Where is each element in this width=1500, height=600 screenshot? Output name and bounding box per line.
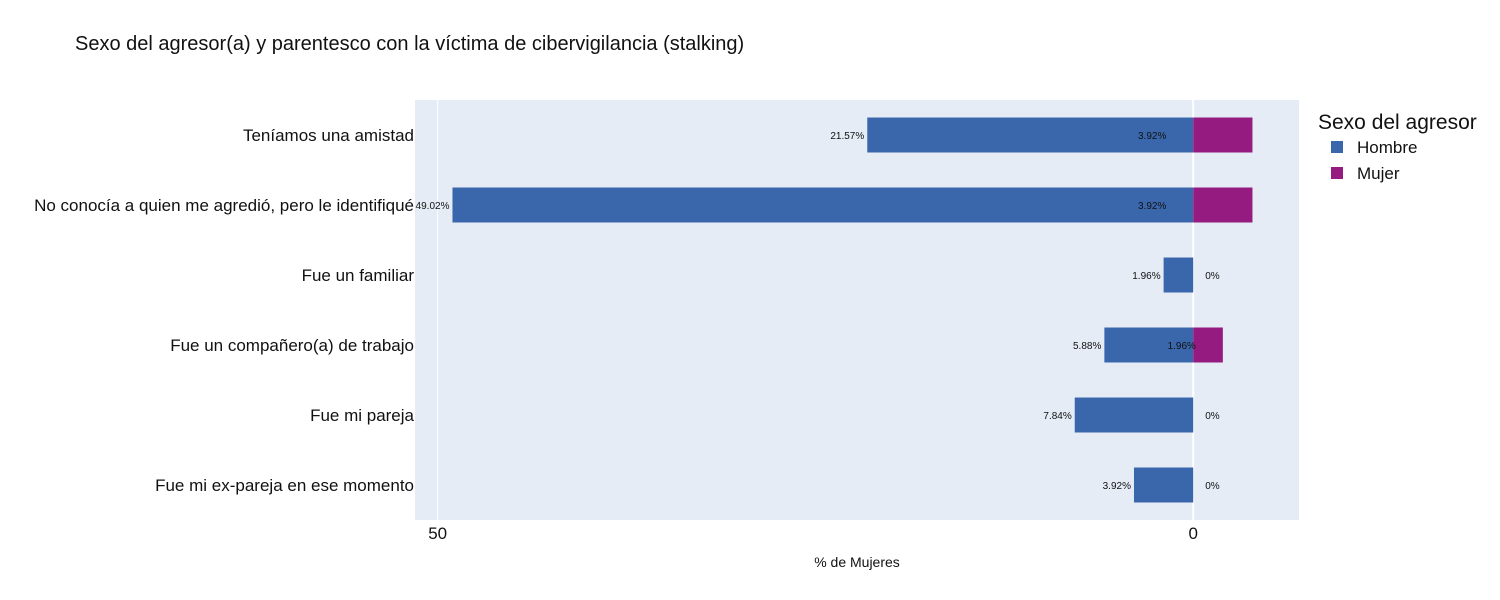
x-tick-labels: 50 0 xyxy=(428,524,1198,543)
legend[interactable]: Sexo del agresor Hombre Mujer xyxy=(1318,111,1477,183)
category-label: Teníamos una amistad xyxy=(243,126,414,145)
bar-hombre[interactable] xyxy=(1133,467,1194,503)
bar-mujer[interactable] xyxy=(1193,327,1223,363)
bar-labels: 21.57% 3.92% 49.02% 3.92% 1.96% 0% 5.88% 1.96% 7… xyxy=(416,131,1220,492)
bars xyxy=(452,117,1253,503)
bar-label-mujer: 0% xyxy=(1205,271,1220,282)
legend-swatch-mujer[interactable] xyxy=(1331,167,1343,179)
bar-label-hombre: 1.96% xyxy=(1132,271,1160,282)
bar-hombre[interactable] xyxy=(1104,327,1194,363)
legend-swatch-hombre[interactable] xyxy=(1331,141,1343,153)
bar-mujer[interactable] xyxy=(1193,117,1253,153)
category-labels: Teníamos una amistad No conocía a quien m… xyxy=(34,126,414,495)
bar-hombre[interactable] xyxy=(1163,257,1194,293)
bar-label-hombre: 3.92% xyxy=(1103,481,1131,492)
legend-label-mujer[interactable]: Mujer xyxy=(1357,164,1400,183)
x-tick-label: 0 xyxy=(1188,524,1197,543)
plot-area xyxy=(415,100,1299,520)
bar-label-mujer: 3.92% xyxy=(1138,131,1166,142)
bar-hombre[interactable] xyxy=(1074,397,1194,433)
category-label: Fue mi ex-pareja en ese momento xyxy=(155,476,414,495)
category-label: Fue mi pareja xyxy=(310,406,414,425)
chart-title: Sexo del agresor(a) y parentesco con la … xyxy=(75,33,744,55)
category-label: Fue un familiar xyxy=(302,266,415,285)
bar-label-mujer: 0% xyxy=(1205,481,1220,492)
bar-label-hombre: 7.84% xyxy=(1043,411,1071,422)
category-label: No conocía a quien me agredió, pero le i… xyxy=(34,196,414,215)
bar-label-hombre: 21.57% xyxy=(830,131,864,142)
bar-mujer[interactable] xyxy=(1193,187,1253,223)
category-label: Fue un compañero(a) de trabajo xyxy=(170,336,414,355)
bar-label-mujer: 3.92% xyxy=(1138,201,1166,212)
legend-label-hombre[interactable]: Hombre xyxy=(1357,138,1417,157)
legend-title: Sexo del agresor xyxy=(1318,111,1477,134)
bar-label-hombre: 5.88% xyxy=(1073,341,1101,352)
bar-label-mujer: 0% xyxy=(1205,411,1220,422)
bar-hombre[interactable] xyxy=(452,187,1194,223)
bar-hombre[interactable] xyxy=(867,117,1194,153)
x-axis-title: % de Mujeres xyxy=(814,554,900,570)
x-tick-label: 50 xyxy=(428,524,447,543)
bar-label-hombre: 49.02% xyxy=(416,201,450,212)
grid-lines xyxy=(437,100,1195,520)
bar-label-mujer: 1.96% xyxy=(1168,341,1196,352)
